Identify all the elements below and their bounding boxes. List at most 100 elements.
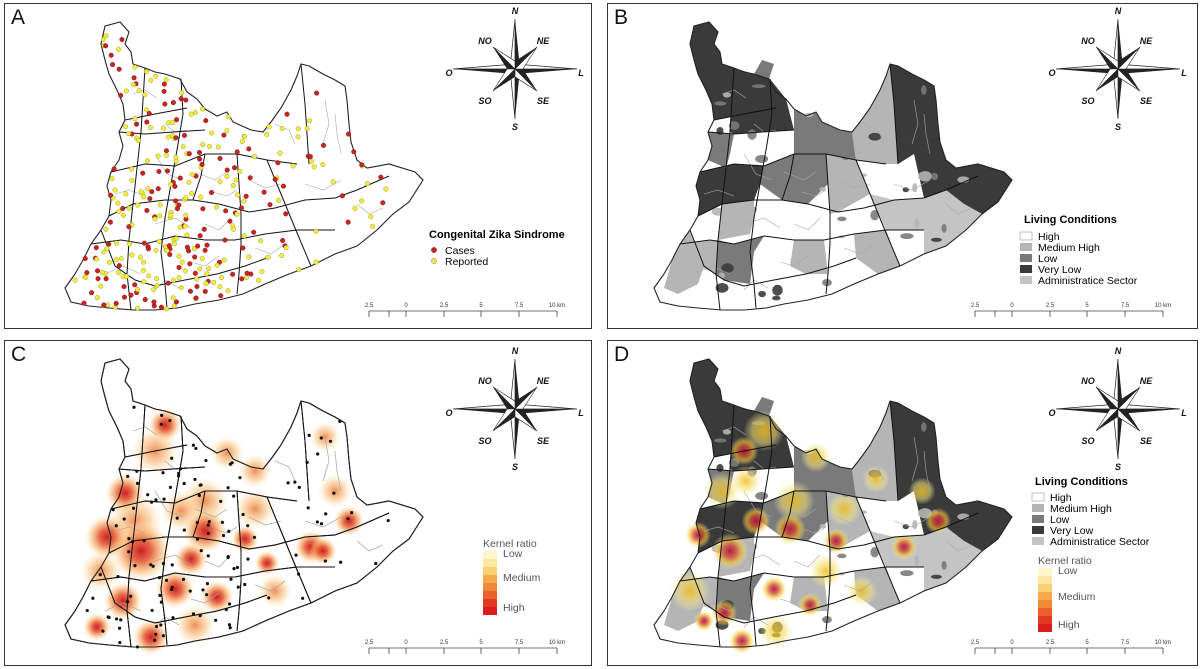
case-point: [339, 560, 343, 564]
living-condition-patch: [914, 218, 920, 229]
reported-point: [225, 114, 231, 120]
kernel-ramp-swatch: [483, 551, 497, 559]
reported-point: [141, 279, 147, 285]
case-point: [128, 292, 134, 298]
reported-point: [234, 211, 240, 217]
subsector-boundary: [154, 554, 192, 566]
case-point: [159, 600, 163, 604]
scale-label: 7.5: [1121, 303, 1130, 309]
reported-point: [241, 198, 247, 204]
compass-label-s: S: [1115, 462, 1121, 472]
living-condition-patch: [930, 137, 938, 142]
reported-point: [141, 259, 147, 265]
compass-label-o: O: [1048, 408, 1055, 418]
case-point: [224, 167, 230, 173]
map-b: [653, 21, 1013, 311]
sector-boundary: [749, 78, 773, 309]
kernel-hotspot: [798, 593, 822, 617]
reported-point: [209, 130, 215, 136]
reported-point: [330, 179, 336, 185]
map-group: [653, 21, 1013, 311]
subsector-boundary: [154, 153, 184, 181]
kernel-hotspot: [729, 628, 755, 654]
reported-point: [173, 158, 179, 164]
reported-point: [161, 125, 167, 131]
compass-label-ne: NE: [537, 376, 550, 386]
case-point: [197, 493, 201, 498]
case-point: [127, 536, 131, 541]
living-condition-patch: [900, 233, 914, 240]
case-point: [191, 612, 196, 616]
living-condition-patch: [930, 574, 942, 579]
case-point: [161, 81, 167, 87]
reported-point: [170, 277, 176, 283]
case-point: [118, 640, 122, 645]
reported-point: [94, 256, 100, 262]
kernel-hotspot: [800, 441, 832, 473]
legend-cases-symbol: [431, 247, 437, 253]
kernel-ramp-swatch: [483, 607, 497, 615]
panel-a-zika-points: N S L O NE SE SO NO Congenital Zika Sindrome Ca…: [4, 3, 592, 329]
reported-point: [218, 275, 224, 281]
reported-point: [116, 46, 122, 52]
kernel-ramp-swatch: [483, 583, 497, 591]
scale-label: 2.5: [440, 303, 449, 309]
reported-point: [113, 240, 119, 246]
reported-point: [251, 154, 257, 160]
reported-point: [214, 262, 220, 268]
subsector-boundary: [863, 460, 885, 482]
case-point: [170, 563, 174, 567]
case-point: [178, 96, 184, 102]
case-point: [227, 602, 232, 606]
panel-b-living-conditions: N S L O NE SE SO NO Living Conditions High Medi…: [607, 3, 1198, 329]
reported-point: [100, 37, 106, 43]
reported-point: [135, 305, 141, 311]
case-point: [122, 517, 126, 521]
legend-cases-label: Cases: [445, 245, 475, 257]
living-condition-patch: [728, 121, 740, 130]
reported-point: [279, 126, 285, 132]
subsector-boundary: [254, 243, 286, 255]
case-point: [221, 132, 227, 138]
legend-title: Living Conditions: [1024, 214, 1117, 226]
case-point: [246, 557, 250, 561]
scale-label: 10 km: [549, 303, 565, 309]
reported-point: [217, 179, 223, 185]
living-condition-patch: [860, 510, 868, 514]
reported-point: [103, 33, 109, 39]
case-point: [251, 229, 257, 235]
scale-label: 5: [479, 303, 483, 309]
compass-rose: N S L O NE SE SO NO: [1048, 346, 1186, 472]
living-condition-area: [760, 154, 828, 204]
living-condition-patch: [715, 282, 729, 293]
reported-point: [146, 273, 152, 279]
legend-swatch-very-low: [1020, 265, 1032, 273]
reported-point: [241, 233, 247, 239]
legend-label-very-low: Very Low: [1038, 264, 1082, 276]
case-point: [165, 280, 171, 286]
reported-point: [200, 142, 206, 148]
reported-point: [276, 197, 282, 203]
living-condition-patch: [918, 171, 932, 182]
reported-point: [170, 120, 176, 126]
kernel-legend-title: Kernel ratio: [483, 538, 537, 550]
scale-label: 10 km: [1155, 640, 1171, 646]
reported-point: [154, 276, 160, 282]
subsector-boundary: [212, 526, 238, 534]
subsector-boundary: [274, 460, 296, 482]
case-point: [198, 613, 202, 618]
case-point: [240, 245, 246, 251]
compass-label-n: N: [512, 346, 519, 356]
case-point: [197, 233, 203, 239]
scale-bar: 2.5 0 2.5 5 7.5 10 km: [365, 640, 565, 654]
legend-label-medium-high: Medium High: [1038, 242, 1100, 254]
reported-point: [122, 124, 128, 130]
compass-label-s: S: [1115, 122, 1121, 132]
compass-label-se: SE: [537, 436, 550, 446]
compass-point-dark: [1118, 409, 1123, 459]
reported-point: [283, 245, 289, 251]
reported-point: [180, 144, 186, 150]
living-condition-patch: [807, 250, 817, 256]
subsector-boundary: [863, 123, 885, 145]
panel-d-svg: N S L O NE SE SO NO Living Conditions High Medi…: [653, 346, 1187, 654]
